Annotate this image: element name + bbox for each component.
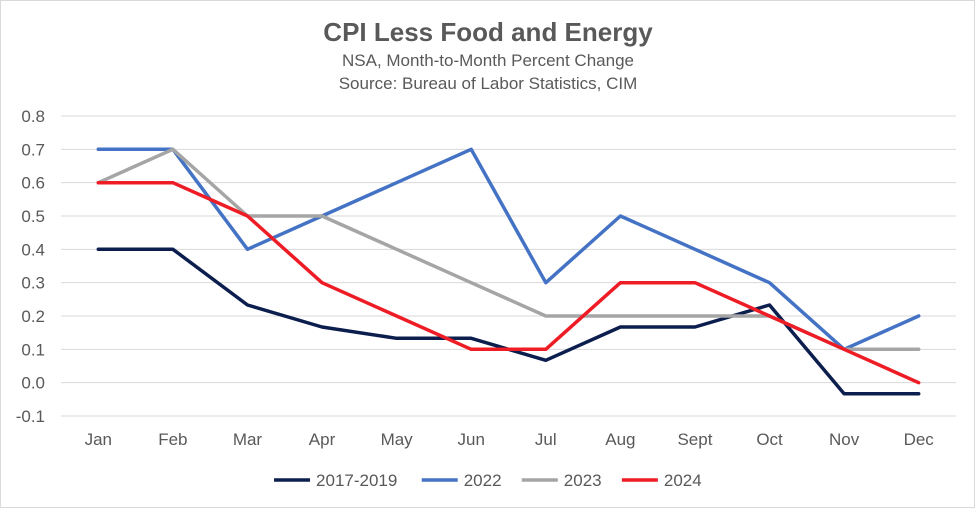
legend-label: 2024 [664,471,702,490]
x-tick-label: Mar [233,430,263,449]
legend-label: 2017-2019 [316,471,397,490]
x-axis-ticks: Jan Feb Mar Apr May Jun Jul Aug Sept Oct Nov Dec [85,430,935,449]
legend-item: 2024 [621,471,702,490]
y-tick-label: 0.0 [21,374,45,393]
legend-item: 2017-2019 [274,471,397,490]
y-tick-label: 0.3 [21,274,45,293]
legend-item: 2022 [421,471,502,490]
x-tick-label: Feb [158,430,187,449]
y-tick-label: 0.6 [21,174,45,193]
x-tick-label: Dec [904,430,935,449]
x-tick-label: Jul [535,430,557,449]
x-tick-label: Jan [85,430,112,449]
series-line-2022 [96,147,921,352]
x-tick-label: Jun [457,430,484,449]
series-line-2024 [96,180,921,385]
legend-label: 2023 [564,471,602,490]
series-lines [96,147,921,396]
y-tick-label: 0.4 [21,240,45,259]
x-tick-label: May [381,430,414,449]
y-tick-label: 0.7 [21,140,45,159]
x-tick-label: Aug [605,430,635,449]
legend: 2017-2019 2022 2023 2024 [274,471,702,490]
x-tick-label: Sept [677,430,712,449]
y-tick-label: 0.2 [21,307,45,326]
series-line-2017-2019 [96,247,921,396]
chart-title: CPI Less Food and Energy [323,17,653,47]
legend-label: 2022 [464,471,502,490]
y-axis-ticks: 0.8 0.7 0.6 0.5 0.4 0.3 0.2 0.1 0.0 -0.1 [16,107,45,426]
y-tick-label: 0.1 [21,340,45,359]
x-tick-label: Oct [756,430,783,449]
chart-subtitle: NSA, Month-to-Month Percent Change [342,51,634,70]
y-tick-label: 0.5 [21,207,45,226]
y-tick-label: 0.8 [21,107,45,126]
y-tick-label: -0.1 [16,407,45,426]
x-tick-label: Nov [829,430,860,449]
x-tick-label: Apr [309,430,336,449]
legend-item: 2023 [521,471,602,490]
chart-source: Source: Bureau of Labor Statistics, CIM [339,74,638,93]
